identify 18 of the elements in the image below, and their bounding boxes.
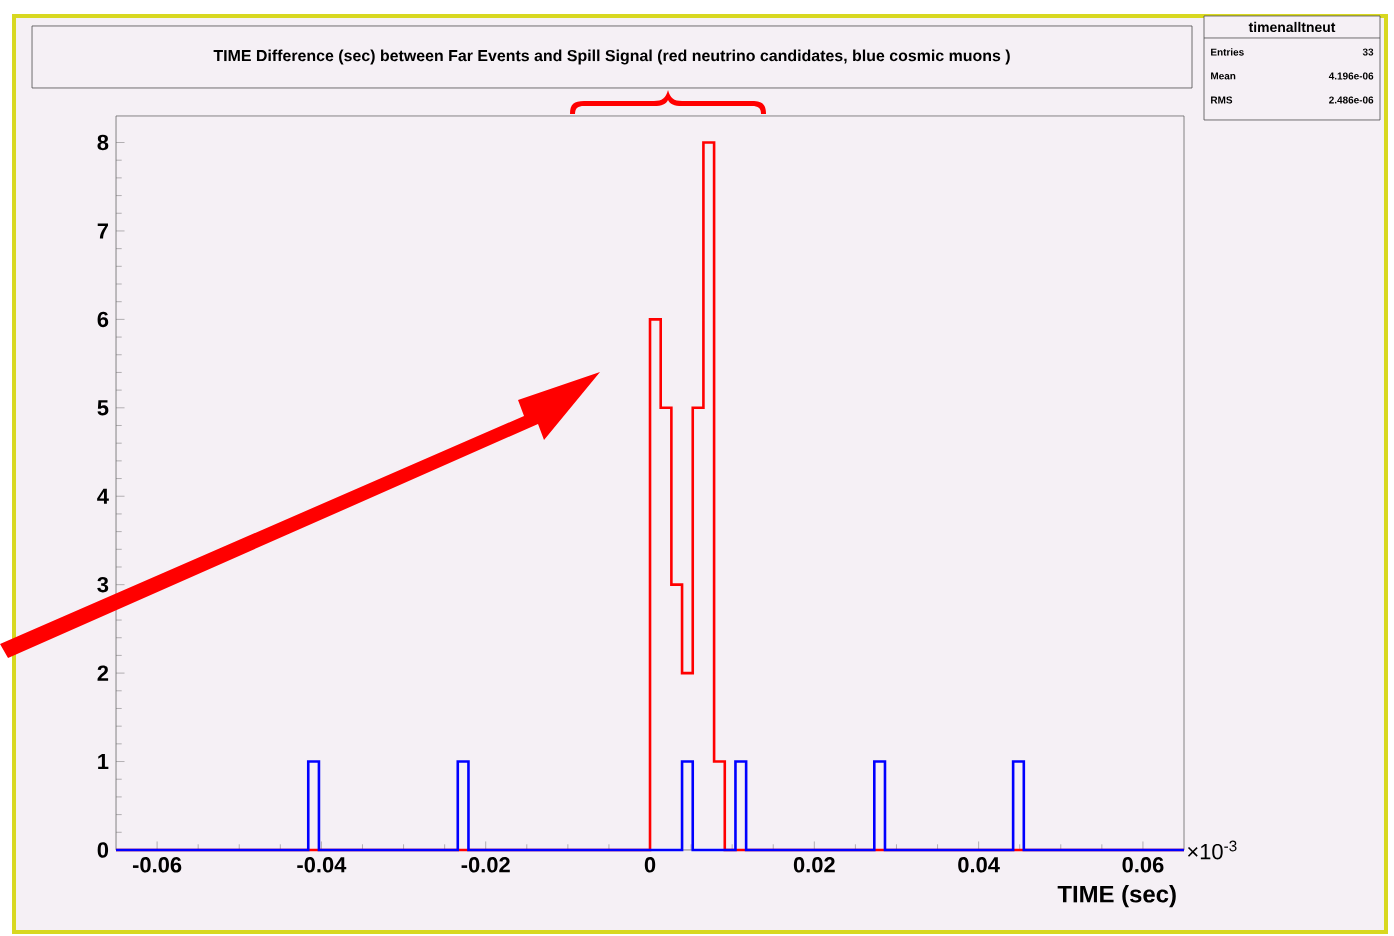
x-tick-label: 0.04 <box>958 857 1000 873</box>
y-tick-label: 8 <box>97 134 109 151</box>
x-tick-label: 0.02 <box>793 857 835 873</box>
y-tick-label: 3 <box>97 576 109 593</box>
x-tick-label: 0 <box>644 857 656 873</box>
y-tick-label: 1 <box>98 754 109 770</box>
text: ×10$^{-3}$ <box>1187 840 1237 860</box>
x-axis-title: TIME (sec) <box>1057 885 1176 908</box>
y-tick-label: 5 <box>97 400 109 416</box>
y-tick-label: 6 <box>97 311 109 328</box>
y-tick-label: 0 <box>97 842 109 858</box>
x-tick-label: -0.06 <box>132 857 182 873</box>
y-tick-label: 7 <box>97 223 109 239</box>
x-tick-label: -0.02 <box>461 857 510 873</box>
y-tick-label: 2 <box>97 665 109 681</box>
x-tick-label: -0.04 <box>297 857 347 873</box>
y-tick-label: 4 <box>97 488 109 504</box>
x-tick-label: 0.06 <box>1122 857 1164 873</box>
